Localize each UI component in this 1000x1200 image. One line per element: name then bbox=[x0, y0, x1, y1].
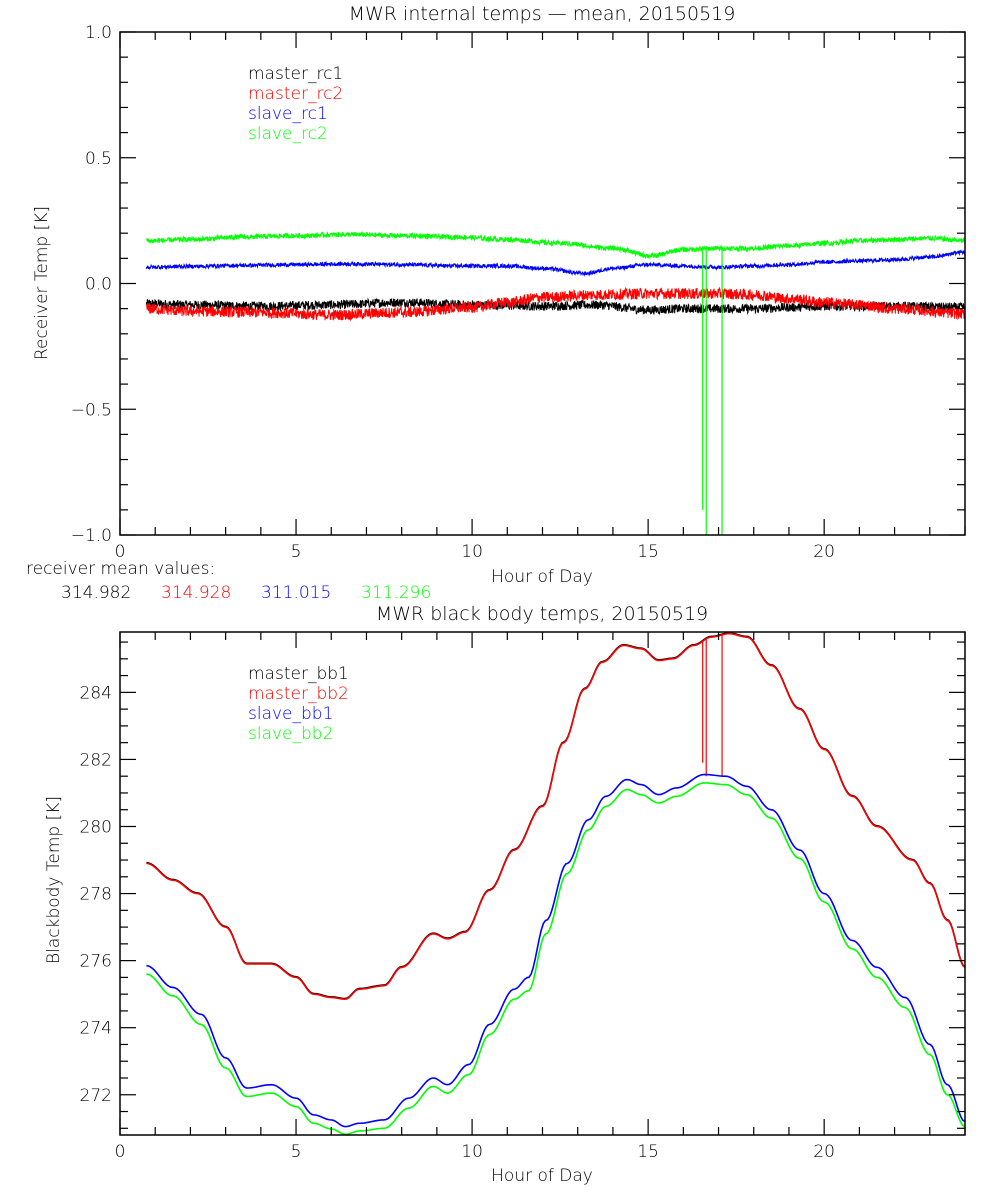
mean-value: 314.982 bbox=[61, 583, 131, 603]
plot-series bbox=[146, 632, 966, 1136]
axis-ticks bbox=[119, 632, 966, 1135]
series-line-slave_bb1 bbox=[146, 773, 966, 1128]
y-tick-label: 272 bbox=[80, 1086, 112, 1106]
axis-ticks bbox=[119, 31, 966, 536]
legend-entry-master_rc2: master_rc2 bbox=[248, 84, 343, 104]
x-tick-label: 10 bbox=[461, 1142, 483, 1162]
y-tick-label: −1.0 bbox=[71, 526, 112, 546]
plot-series bbox=[145, 230, 966, 535]
series-line-slave_bb2 bbox=[146, 782, 966, 1136]
y-tick-label: 274 bbox=[80, 1019, 112, 1039]
legend-entry-slave_bb1: slave_bb1 bbox=[248, 704, 333, 724]
x-tick-label: 5 bbox=[291, 542, 302, 562]
mean-values: 314.982 314.928 311.015 311.296 bbox=[61, 583, 431, 603]
x-tick-labels: 0 5 10 15 20 bbox=[115, 1142, 835, 1162]
mean-values-label: receiver mean values: bbox=[26, 559, 215, 579]
legend-entry-master_bb1: master_bb1 bbox=[248, 664, 349, 684]
legend-entry-master_bb2: master_bb2 bbox=[248, 684, 349, 704]
chart-title: MWR black body temps, 20150519 bbox=[376, 603, 708, 625]
chart-title: MWR internal temps — mean, 20150519 bbox=[349, 3, 736, 25]
y-axis-label: Receiver Temp [K] bbox=[32, 206, 52, 360]
x-tick-label: 0 bbox=[115, 1142, 126, 1162]
x-tick-label: 15 bbox=[637, 1142, 659, 1162]
series-line-master_bb2 bbox=[146, 632, 966, 1000]
y-tick-label: 0.5 bbox=[85, 149, 112, 169]
y-tick-label: 278 bbox=[80, 885, 112, 905]
y-tick-label: 284 bbox=[80, 683, 112, 703]
x-axis-label: Hour of Day bbox=[491, 1166, 593, 1186]
y-tick-label: 1.0 bbox=[85, 23, 112, 43]
legend-entry-slave_rc1: slave_rc1 bbox=[248, 104, 328, 124]
plot-frame bbox=[119, 631, 966, 1136]
x-tick-labels: 0 5 10 15 20 bbox=[115, 542, 835, 562]
mean-value: 314.928 bbox=[161, 583, 231, 603]
x-tick-label: 20 bbox=[813, 1142, 835, 1162]
legend-entry-slave_bb2: slave_bb2 bbox=[248, 724, 333, 744]
series-line-slave_rc2 bbox=[146, 230, 966, 260]
y-tick-label: 0.0 bbox=[85, 275, 112, 295]
x-axis-label: Hour of Day bbox=[491, 567, 593, 587]
receiver-temps-chart: MWR internal temps — mean, 20150519 0 5 10… bbox=[26, 3, 966, 603]
y-tick-label: −0.5 bbox=[71, 400, 112, 420]
series-line-slave_rc1 bbox=[145, 249, 966, 277]
legend-entry-master_rc1: master_rc1 bbox=[248, 64, 343, 84]
y-tick-label: 276 bbox=[80, 952, 112, 972]
y-tick-labels: −1.0 −0.5 0.0 0.5 1.0 bbox=[71, 23, 112, 546]
x-tick-label: 15 bbox=[637, 542, 659, 562]
legend-entry-slave_rc2: slave_rc2 bbox=[248, 124, 328, 144]
y-tick-labels: 272 274 276 278 280 282 284 bbox=[80, 683, 112, 1105]
blackbody-temps-chart: MWR black body temps, 20150519 0 5 10 15 20 … bbox=[44, 603, 966, 1186]
y-axis-label: Blackbody Temp [K] bbox=[44, 796, 64, 964]
y-tick-label: 282 bbox=[80, 750, 112, 770]
x-tick-label: 20 bbox=[813, 542, 835, 562]
series-line-master_rc2 bbox=[146, 286, 966, 322]
x-tick-label: 10 bbox=[461, 542, 483, 562]
plot-frame bbox=[119, 31, 966, 536]
mean-value: 311.015 bbox=[261, 583, 331, 603]
mean-value: 311.296 bbox=[361, 583, 431, 603]
y-tick-label: 280 bbox=[80, 817, 112, 837]
x-tick-label: 0 bbox=[115, 542, 126, 562]
x-tick-label: 5 bbox=[291, 1142, 302, 1162]
